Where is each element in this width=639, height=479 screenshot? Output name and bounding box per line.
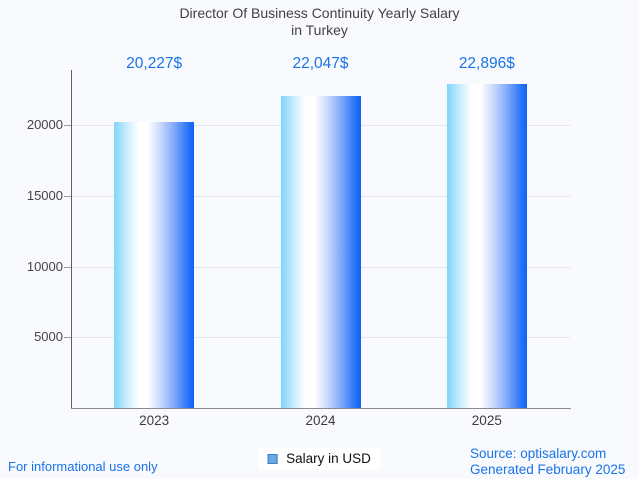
source-link[interactable]: Source: optisalary.com xyxy=(470,446,607,461)
bar-2024[interactable] xyxy=(280,96,361,408)
bar-value-label-2023: 20,227$ xyxy=(126,55,183,72)
y-axis-tick-label-10000: 10000 xyxy=(26,258,63,274)
legend[interactable]: Salary in USD xyxy=(258,448,381,470)
y-tick-mark-20000 xyxy=(64,125,71,127)
x-axis-line xyxy=(71,408,571,409)
x-axis-label-2024: 2024 xyxy=(305,413,336,428)
plot-area xyxy=(71,70,570,408)
chart-title: Director Of Business Continuity Yearly S… xyxy=(179,5,460,21)
bar-value-label-2024: 22,047$ xyxy=(292,55,349,72)
y-axis-tick-label-15000: 15000 xyxy=(26,187,63,203)
y-axis-tick-label-20000: 20000 xyxy=(26,117,63,133)
y-axis-tick-label-5000: 5000 xyxy=(34,329,63,345)
bar-2025[interactable] xyxy=(446,84,527,408)
y-tick-mark-5000 xyxy=(64,337,71,339)
chart-title-line2: in Turkey xyxy=(291,22,348,38)
y-tick-mark-10000 xyxy=(64,266,71,268)
y-axis-line xyxy=(71,70,72,409)
bar-value-label-2025: 22,896$ xyxy=(458,55,515,72)
legend-swatch-icon xyxy=(267,454,278,464)
y-tick-mark-15000 xyxy=(64,195,71,197)
source-attribution: Source: optisalary.com Generated Februar… xyxy=(470,446,625,478)
bar-2023[interactable] xyxy=(114,121,195,408)
x-axis-label-2023: 2023 xyxy=(139,413,170,428)
informational-note: For informational use only xyxy=(8,459,158,474)
x-axis-label-2025: 2025 xyxy=(471,413,502,428)
generated-date: Generated February 2025 xyxy=(470,462,626,477)
legend-label: Salary in USD xyxy=(286,451,371,466)
